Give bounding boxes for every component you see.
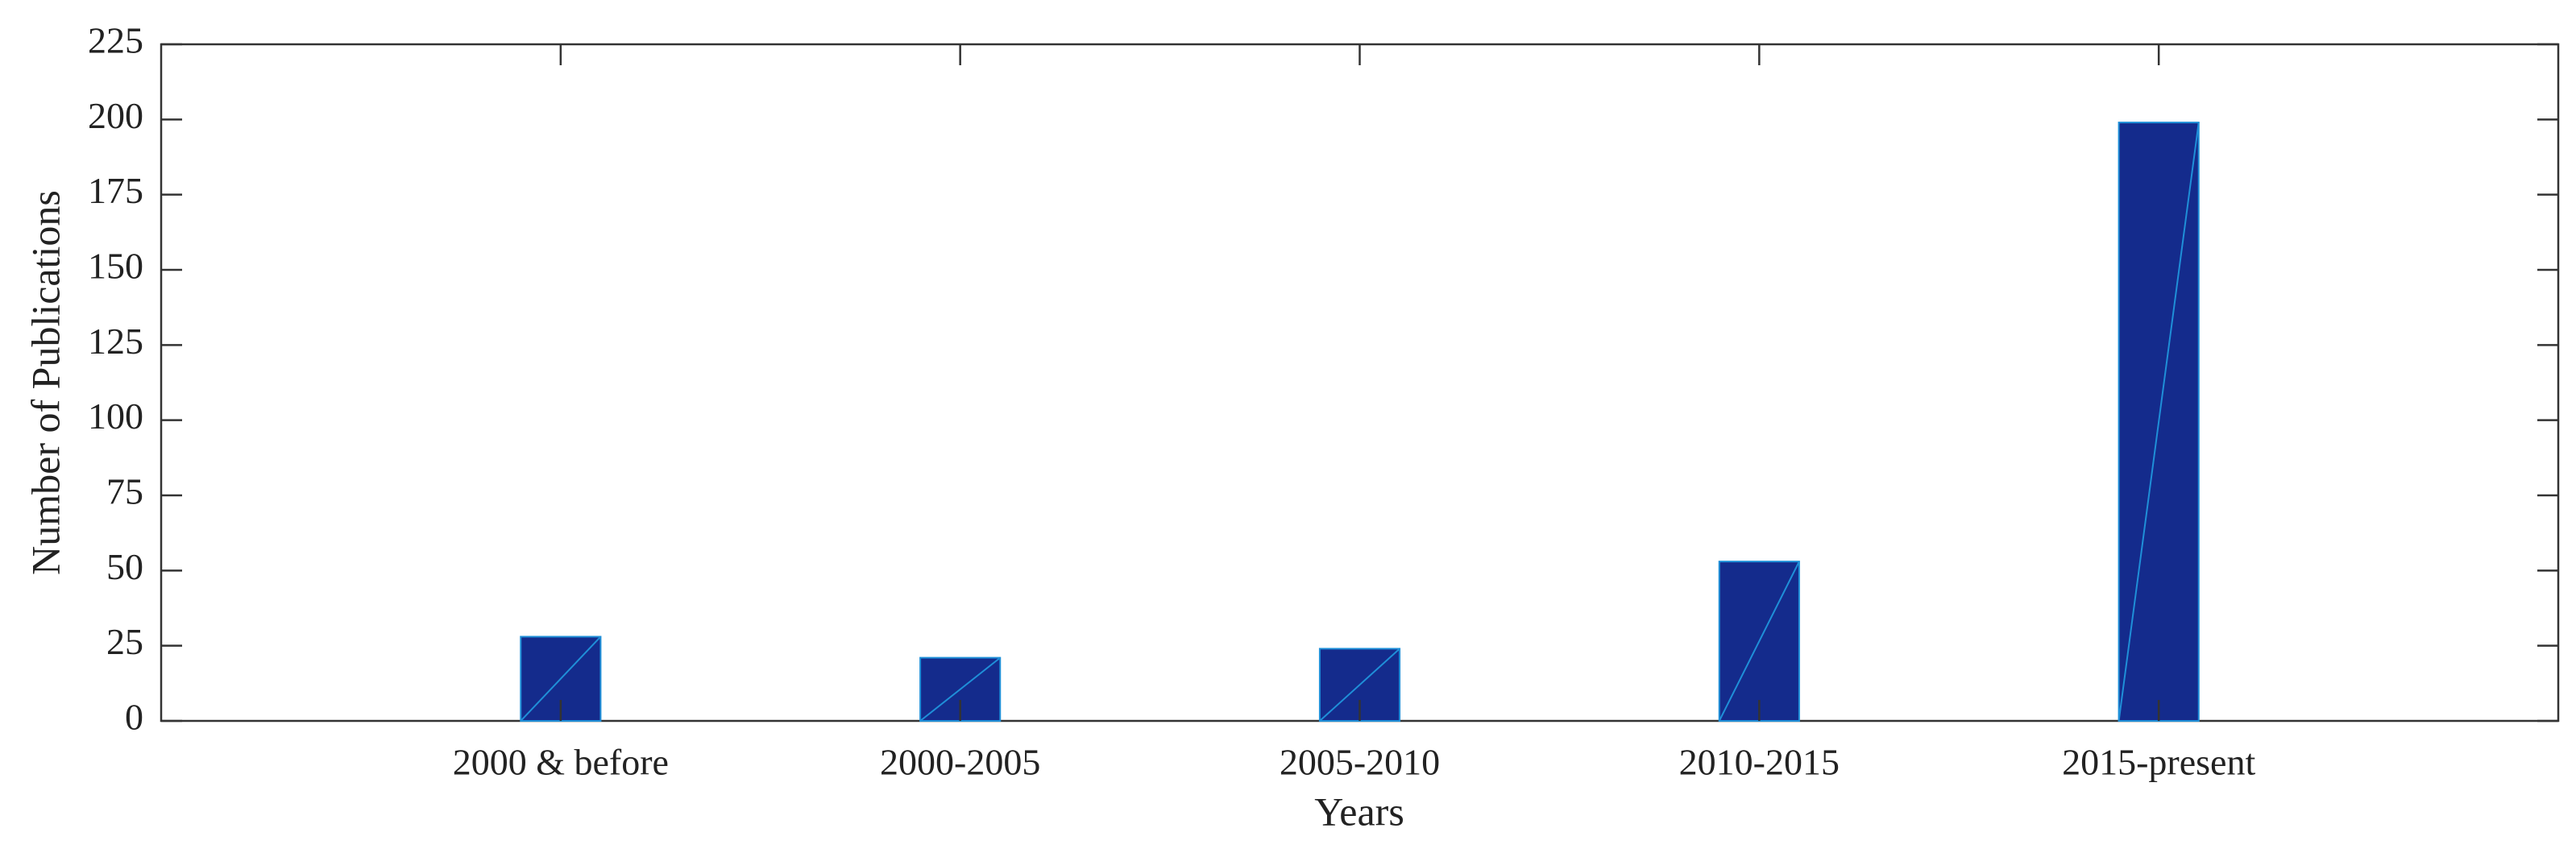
bar-hatch xyxy=(1718,561,1800,722)
y-tick-label: 175 xyxy=(88,170,143,211)
y-tick-label: 100 xyxy=(88,395,143,437)
bar-hatch xyxy=(1319,648,1400,722)
x-tick-label: 2000-2005 xyxy=(880,742,1040,783)
y-tick-label: 225 xyxy=(88,20,143,61)
x-tick-label: 2010-2015 xyxy=(1679,742,1840,783)
y-tick-label: 50 xyxy=(106,546,143,587)
x-tick-label: 2000 & before xyxy=(453,742,669,783)
y-axis-label: Number of Publications xyxy=(23,190,68,575)
y-tick-label: 25 xyxy=(106,621,143,662)
bar-hatch xyxy=(520,636,602,722)
x-axis-label: Years xyxy=(1314,789,1404,834)
y-tick-label: 125 xyxy=(88,321,143,362)
y-tick-label: 0 xyxy=(125,697,143,738)
x-tick-label: 2005-2010 xyxy=(1280,742,1440,783)
bar-hatch xyxy=(919,656,1001,722)
y-tick-label: 75 xyxy=(106,471,143,512)
x-tick-label: 2015-present xyxy=(2062,742,2255,783)
y-tick-label: 150 xyxy=(88,246,143,287)
y-tick-label: 200 xyxy=(88,95,143,136)
bar-hatch xyxy=(2118,122,2200,722)
